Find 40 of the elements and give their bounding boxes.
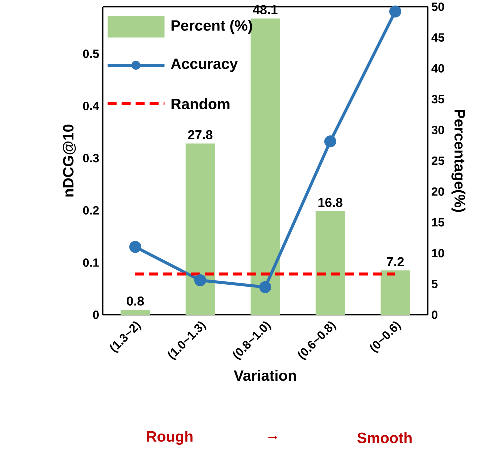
point xyxy=(390,6,402,18)
x-axis-title: Variation xyxy=(234,370,296,382)
y2-tick-label: 20 xyxy=(432,188,444,196)
data-label: 16.8 xyxy=(318,198,343,208)
legend-label: Percent (%) xyxy=(172,20,252,34)
data-label: 7.2 xyxy=(387,257,404,266)
y2-tick-label: 50 xyxy=(432,2,444,12)
y-tick-label: 0 xyxy=(93,310,99,320)
text: Smooth xyxy=(358,432,412,444)
y2-tick-label: 40 xyxy=(432,64,444,73)
text: Rough xyxy=(147,431,193,446)
y2-tick-label: 5 xyxy=(432,280,438,288)
legend-label: Accuracy xyxy=(171,58,238,72)
bar xyxy=(316,212,346,315)
bar xyxy=(120,310,150,315)
y2-tick-label: 45 xyxy=(432,34,444,42)
bar xyxy=(186,144,216,315)
data-label: 0.8 xyxy=(127,296,144,306)
y-tick-label: 0.4 xyxy=(83,102,100,110)
bar xyxy=(250,18,280,315)
y2-tick-label: 15 xyxy=(432,218,444,227)
y-tick-label: 0.2 xyxy=(83,206,100,215)
y2-tick-label: 25 xyxy=(432,156,444,166)
point xyxy=(260,281,272,294)
point xyxy=(130,241,142,254)
y-tick-label: 0.5 xyxy=(83,50,100,58)
text: → xyxy=(268,436,278,440)
y2-tick-label: 30 xyxy=(432,126,444,134)
legend-label: Random xyxy=(172,98,230,110)
y2-tick-label: 10 xyxy=(432,249,444,258)
bar xyxy=(380,270,410,315)
y-axis-title: nDCG@10 xyxy=(63,124,76,197)
y-tick-label: 0.1 xyxy=(83,258,100,268)
data-label: 27.8 xyxy=(188,130,213,140)
point xyxy=(194,274,206,287)
y2-axis-title: Percentage(%) xyxy=(452,110,466,212)
point xyxy=(324,136,337,148)
y-tick-label: 0.3 xyxy=(83,154,100,163)
y2-tick-label: 35 xyxy=(432,95,444,104)
y2-tick-label: 0 xyxy=(432,310,438,320)
